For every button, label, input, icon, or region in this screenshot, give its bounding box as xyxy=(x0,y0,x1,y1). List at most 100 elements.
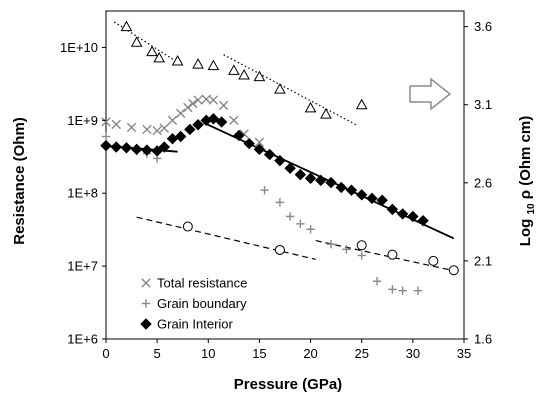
point-grain-interior xyxy=(184,123,196,136)
point-grain-interior xyxy=(284,162,296,174)
point-total-resistance xyxy=(188,98,198,109)
left-tick-label: 1E+7 xyxy=(67,259,98,274)
legend-label: Total resistance xyxy=(157,276,247,291)
right-arrow-icon xyxy=(409,77,452,111)
point-grain-interior xyxy=(166,132,179,145)
point-grain-interior xyxy=(141,144,153,156)
point-grain-interior xyxy=(263,148,276,161)
left-y-axis-title: Resistance (Ohm) xyxy=(11,117,28,245)
left-tick-label: 1E+9 xyxy=(67,113,98,128)
right-y-axis-title-unit: ρ (Ohm cm) xyxy=(517,116,534,199)
x-tick-label: 15 xyxy=(252,346,266,361)
point-grain-interior xyxy=(215,116,228,128)
point-total-resistance xyxy=(229,115,239,126)
x-tick-label: 5 xyxy=(154,346,161,361)
right-tick-label: 3.6 xyxy=(474,19,492,34)
point-total-resistance xyxy=(159,123,169,133)
point-circle xyxy=(428,255,439,266)
point-total-resistance xyxy=(208,95,219,105)
point-grain-interior xyxy=(243,137,255,150)
point-circle xyxy=(356,240,367,251)
point-grain-interior xyxy=(294,168,307,181)
x-tick-label: 10 xyxy=(201,346,215,361)
point-triangle xyxy=(320,108,332,119)
point-grain-boundary xyxy=(326,239,336,249)
point-grain-interior xyxy=(417,214,429,227)
x-tick-label: 20 xyxy=(303,346,317,361)
point-grain-interior xyxy=(356,189,368,201)
point-total-resistance xyxy=(175,108,186,118)
point-grain-interior xyxy=(366,192,378,205)
point-grain-interior xyxy=(376,194,388,206)
point-grain-interior xyxy=(100,139,112,152)
legend-label: Grain Interior xyxy=(157,317,234,332)
data-points xyxy=(100,20,459,295)
point-triangle xyxy=(153,51,166,63)
plot-area-border xyxy=(105,10,465,340)
point-total-resistance xyxy=(101,117,111,127)
point-total-resistance xyxy=(193,95,203,105)
right-y-axis-ticks: 1.6 2.1 2.6 3.1 3.6 xyxy=(464,19,492,347)
point-triangle xyxy=(130,36,143,47)
point-grain-interior xyxy=(396,208,409,220)
point-circle xyxy=(387,249,398,260)
point-total-resistance xyxy=(183,102,193,113)
point-grain-boundary xyxy=(413,286,423,295)
right-y-axis-title: Log 10 ρ (Ohm cm) xyxy=(517,116,538,246)
point-grain-interior xyxy=(207,113,220,125)
point-grain-interior xyxy=(345,184,358,196)
point-grain-interior xyxy=(407,210,419,223)
point-circle xyxy=(274,244,285,255)
point-total-resistance xyxy=(111,119,121,130)
left-y-axis-ticks: 1E+6 1E+7 1E+8 1E+9 1E+10 xyxy=(60,40,106,347)
left-tick-label: 1E+6 xyxy=(67,332,98,347)
x-tick-label: 25 xyxy=(354,346,368,361)
point-total-resistance xyxy=(167,115,178,126)
point-triangle xyxy=(274,83,286,94)
point-grain-interior xyxy=(274,154,286,167)
x-axis-ticks: 0 5 10 15 20 25 30 35 xyxy=(102,339,471,361)
point-grain-interior xyxy=(315,174,327,187)
point-grain-interior xyxy=(158,141,171,153)
point-triangle xyxy=(304,101,317,113)
point-grain-interior xyxy=(386,203,399,216)
legend-label: Grain boundary xyxy=(157,296,247,311)
point-circle xyxy=(448,265,459,276)
x-tick-label: 30 xyxy=(406,346,420,361)
point-triangle xyxy=(192,58,204,69)
point-triangle xyxy=(207,59,220,71)
point-grain-interior xyxy=(304,172,317,185)
point-grain-interior xyxy=(130,143,143,156)
point-grain-interior xyxy=(151,145,163,157)
fit-line xyxy=(136,216,316,260)
point-grain-boundary xyxy=(101,132,111,141)
right-tick-label: 2.6 xyxy=(474,175,492,190)
point-total-resistance xyxy=(218,100,229,111)
point-total-resistance xyxy=(126,122,137,133)
point-grain-boundary xyxy=(260,186,269,195)
point-grain-boundary xyxy=(296,219,305,229)
point-triangle xyxy=(238,69,250,80)
left-tick-label: 1E+8 xyxy=(67,186,98,201)
point-total-resistance xyxy=(142,124,152,135)
point-triangle xyxy=(253,70,266,82)
point-grain-boundary xyxy=(342,245,351,254)
fit-line xyxy=(315,240,460,273)
point-grain-interior xyxy=(253,143,266,156)
legend: Total resistance Grain boundary Grain Inte… xyxy=(140,276,247,332)
point-grain-boundary xyxy=(306,225,315,234)
right-tick-label: 3.1 xyxy=(474,97,492,112)
chart-frame xyxy=(105,10,465,340)
point-triangle xyxy=(146,45,158,57)
point-grain-boundary xyxy=(357,251,366,260)
point-circle xyxy=(182,221,193,232)
point-grain-interior xyxy=(335,181,347,194)
point-grain-boundary xyxy=(372,277,382,286)
point-grain-interior xyxy=(325,176,337,189)
right-tick-label: 1.6 xyxy=(474,332,492,347)
point-grain-interior xyxy=(120,142,133,154)
point-grain-boundary xyxy=(285,212,295,221)
x-tick-label: 0 xyxy=(102,346,109,361)
left-tick-label: 1E+10 xyxy=(60,40,98,55)
